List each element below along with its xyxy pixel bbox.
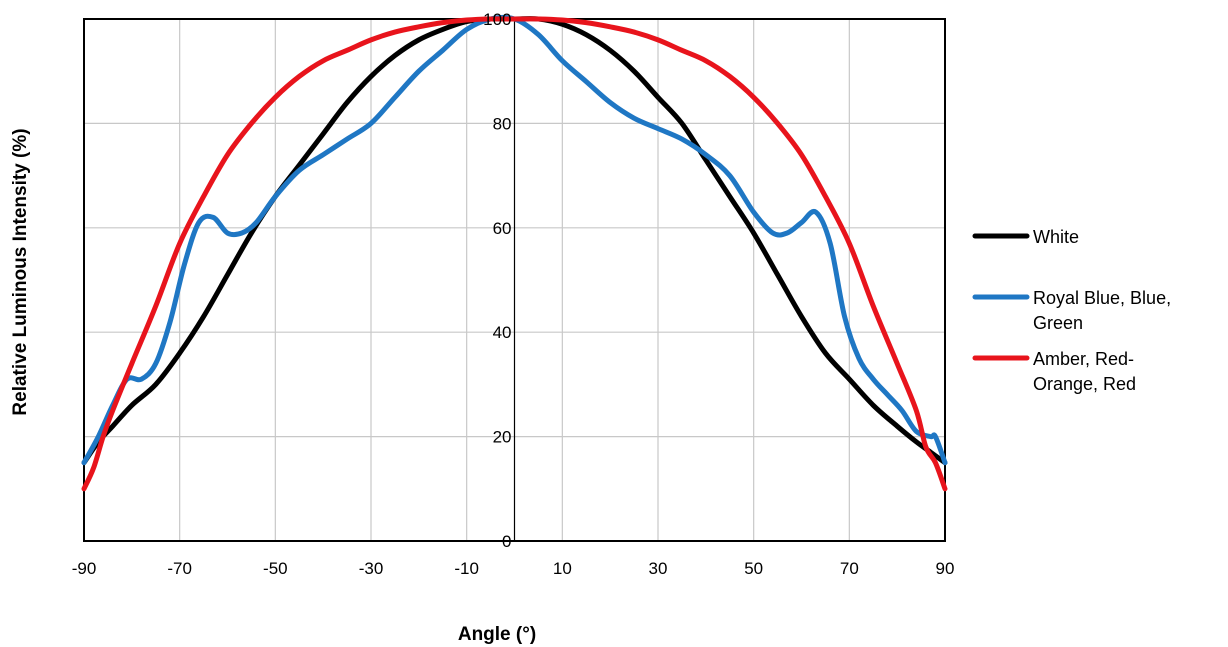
- x-tick-label: 30: [649, 559, 668, 578]
- x-tick-label: 10: [553, 559, 572, 578]
- legend-label: Amber, Red-Orange, Red: [1033, 349, 1136, 394]
- x-tick-label: -70: [167, 559, 192, 578]
- y-tick-label: 60: [493, 219, 512, 238]
- x-tick-labels: -90 -70 -50 -30 -10 10 30 50 70 90: [72, 559, 955, 578]
- legend: White Royal Blue, Blue, Green Amber, Red-Or…: [972, 227, 1171, 394]
- x-tick-label: -10: [454, 559, 479, 578]
- legend-entry: Royal Blue, Blue, Green: [972, 288, 1171, 333]
- legend-label: Royal Blue, Blue, Green: [1033, 288, 1171, 333]
- legend-entry: Amber, Red-Orange, Red: [972, 349, 1136, 394]
- x-tick-label: 50: [744, 559, 763, 578]
- legend-label: White: [1033, 227, 1079, 247]
- y-tick-label: 80: [493, 114, 512, 133]
- x-tick-label: 90: [936, 559, 955, 578]
- x-axis-title: Angle (°): [458, 624, 536, 645]
- x-tick-label: 70: [840, 559, 859, 578]
- series-line-amber-red-orange-red: [81, 16, 948, 492]
- x-tick-label: -30: [359, 559, 384, 578]
- series-line-royal-blue-blue-green: [81, 14, 948, 466]
- series-lines: [81, 14, 948, 492]
- y-tick-label: 100: [483, 10, 511, 29]
- y-axis-title: Relative Luminous Intensity (%): [10, 128, 31, 415]
- y-tick-label: 20: [493, 428, 512, 447]
- x-tick-label: -90: [72, 559, 97, 578]
- legend-entry: White: [972, 227, 1079, 247]
- x-tick-label: -50: [263, 559, 288, 578]
- y-tick-label: 0: [502, 532, 511, 551]
- y-tick-label: 40: [493, 323, 512, 342]
- y-tick-labels: 0 20 40 60 80 100: [483, 10, 511, 551]
